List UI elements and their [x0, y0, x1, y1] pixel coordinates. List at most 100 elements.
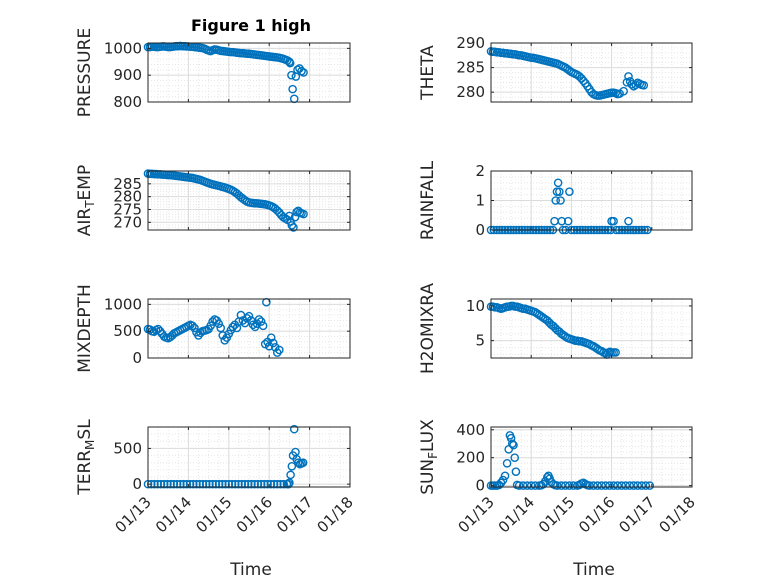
- data-point: [639, 80, 649, 90]
- data-point: [289, 424, 299, 434]
- data-point: [266, 479, 276, 489]
- y-tick-label: 400: [456, 421, 485, 439]
- data-point: [163, 479, 172, 489]
- data-point: [172, 479, 182, 489]
- data-point: [597, 481, 606, 490]
- data-point: [185, 479, 195, 489]
- data-point: [206, 321, 215, 331]
- y-axis-label: MIXDEPTH: [75, 284, 95, 373]
- data-series: [143, 297, 284, 357]
- data-point: [627, 80, 637, 89]
- data-point: [613, 481, 622, 490]
- axes-box: [490, 42, 693, 103]
- data-point: [631, 80, 641, 90]
- data-point: [201, 479, 211, 489]
- data-series: [143, 169, 308, 232]
- minor-grid: [490, 427, 693, 487]
- y-axis-label-tail: LUX: [418, 419, 438, 452]
- y-axis-label-main: MIXDEPTH: [75, 284, 95, 373]
- data-point: [526, 481, 536, 490]
- data-point: [205, 479, 214, 489]
- data-point: [266, 333, 276, 342]
- data-point: [240, 479, 250, 489]
- y-axis-label-main: PRESSURE: [75, 28, 95, 117]
- data-point: [605, 481, 614, 490]
- y-axis-label-main: TERR: [75, 450, 95, 496]
- y-tick-label: 270: [113, 213, 142, 231]
- data-point: [556, 196, 565, 205]
- data-point: [153, 479, 162, 489]
- data-point: [557, 216, 567, 226]
- y-tick-label: 1000: [104, 295, 142, 313]
- data-point: [268, 338, 278, 348]
- data-point: [299, 68, 308, 77]
- y-tick-label: 2: [475, 162, 485, 180]
- data-point: [585, 481, 594, 490]
- data-point: [182, 479, 192, 489]
- data-point: [188, 479, 198, 489]
- data-point: [514, 481, 524, 490]
- data-point: [260, 479, 269, 489]
- data-point: [508, 439, 517, 449]
- y-tick-label: 900: [113, 66, 142, 84]
- data-point: [192, 479, 201, 489]
- data-point: [237, 479, 247, 489]
- y-tick-label: 285: [456, 59, 485, 77]
- data-point: [228, 322, 238, 332]
- data-point: [502, 458, 512, 468]
- y-axis-label: RAINFALL: [418, 160, 438, 240]
- y-axis-label-main: SUN: [418, 459, 438, 495]
- data-point: [274, 345, 284, 355]
- y-tick-label: 5: [475, 332, 485, 350]
- data-point: [297, 66, 306, 76]
- data-point: [244, 311, 254, 321]
- subplot-2: 280 285 290 THETA: [418, 34, 693, 103]
- axes-box: [490, 298, 693, 359]
- data-point: [287, 221, 297, 230]
- data-point: [263, 479, 272, 489]
- data-point: [234, 479, 243, 489]
- data-point: [565, 187, 574, 196]
- data-point: [509, 440, 518, 450]
- data-point: [601, 481, 610, 490]
- data-point: [216, 323, 226, 333]
- axes-box: [147, 298, 351, 359]
- x-axis-label-right: Time: [572, 560, 615, 580]
- data-point: [609, 216, 618, 226]
- y-axis-label: AIRTEMP: [75, 165, 97, 236]
- data-point: [190, 323, 199, 333]
- subplot-5: 0 500 1000 MIXDEPTH: [75, 284, 351, 373]
- data-point: [552, 187, 562, 196]
- y-axis-label: PRESSURE: [75, 28, 95, 117]
- data-point: [253, 479, 263, 489]
- data-series: [143, 41, 308, 104]
- data-point: [286, 470, 295, 480]
- y-axis-label-tail: EMP: [75, 165, 95, 201]
- data-point: [298, 458, 308, 468]
- data-point: [214, 319, 223, 328]
- data-point: [589, 481, 598, 490]
- data-point: [299, 209, 308, 219]
- y-axis-label-main: AIR: [75, 208, 95, 237]
- data-point: [553, 481, 562, 490]
- data-point: [625, 481, 634, 490]
- data-point: [198, 479, 208, 489]
- y-tick-label: 0: [475, 477, 485, 495]
- minor-grid: [147, 426, 351, 487]
- data-point: [272, 479, 282, 489]
- data-point: [156, 479, 166, 489]
- figure-title: Figure 1 high: [191, 16, 311, 35]
- data-point: [179, 479, 188, 489]
- data-point: [561, 481, 570, 490]
- data-point: [279, 479, 289, 489]
- data-point: [230, 479, 240, 489]
- data-point: [569, 481, 578, 490]
- data-point: [254, 315, 264, 324]
- data-point: [276, 479, 285, 489]
- y-axis-label-subscript: T: [83, 200, 97, 209]
- data-point: [169, 479, 179, 489]
- data-point: [641, 481, 651, 490]
- data-point: [633, 481, 643, 490]
